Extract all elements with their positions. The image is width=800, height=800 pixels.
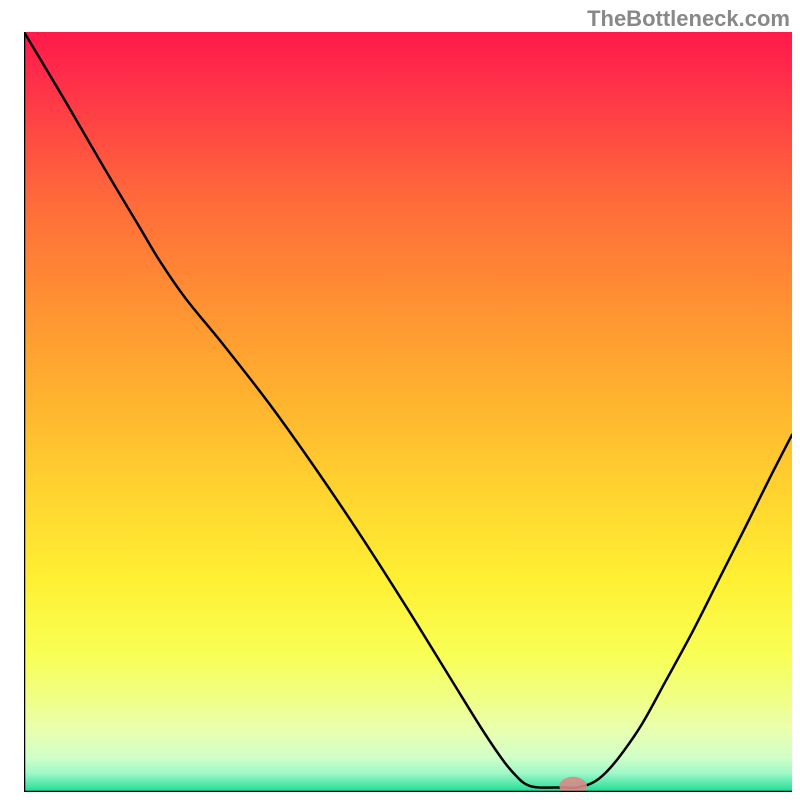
watermark-text: TheBottleneck.com [587, 6, 790, 32]
plot-area [24, 32, 792, 792]
chart-container: TheBottleneck.com [0, 0, 800, 800]
bottleneck-curve-chart [24, 32, 792, 792]
gradient-background [24, 32, 792, 792]
